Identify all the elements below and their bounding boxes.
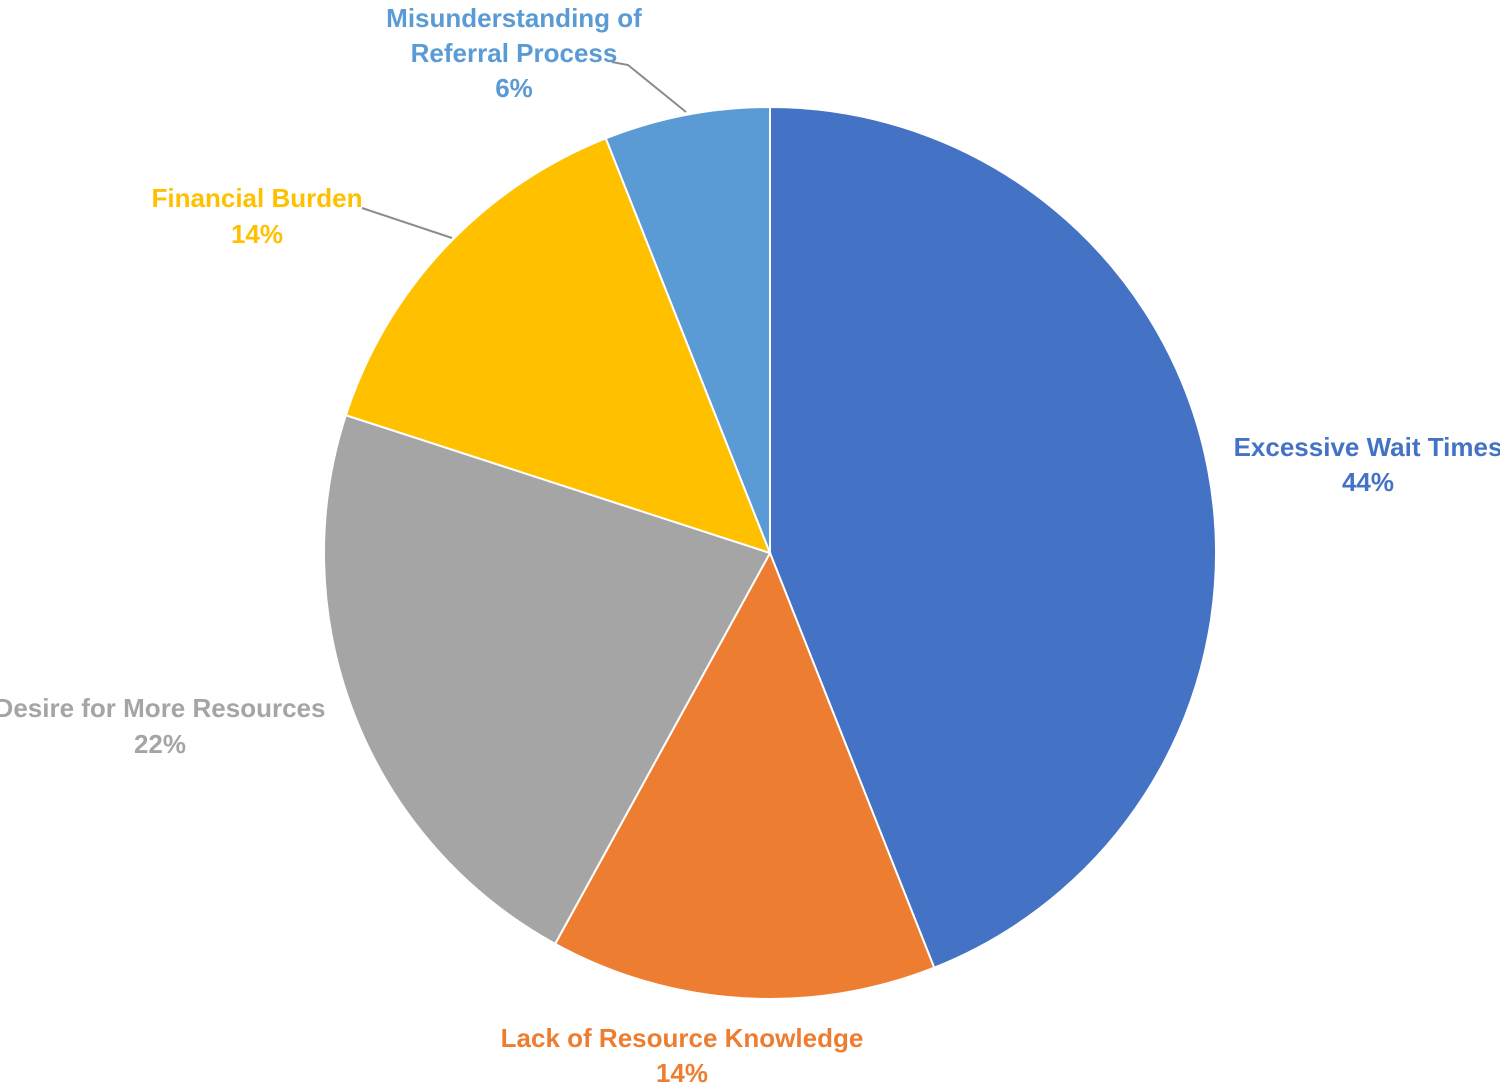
slice-percent-excessive-wait-times: 44% [1342,467,1394,497]
slice-labels: Excessive Wait Times 44% Lack of Resource … [0,3,1500,1088]
pie-slice-financial-burden [344,137,772,555]
slice-label-financial-burden: Financial Burden [152,183,363,213]
leader-lines [361,61,687,239]
slice-label-misunderstanding-of-referral-process-line2: Referral Process [411,38,618,68]
slice-percent-lack-of-resource-knowledge: 14% [656,1058,708,1088]
slice-label-excessive-wait-times: Excessive Wait Times [1234,432,1500,462]
slice-percent-desire-for-more-resources: 22% [134,729,186,759]
slice-label-lack-of-resource-knowledge: Lack of Resource Knowledge [501,1023,864,1053]
slice-label-desire-for-more-resources: Desire for More Resources [0,693,325,723]
leader-line-financial-burden [361,207,453,239]
pie-slices [323,105,1217,1000]
pie-slice-desire-for-more-resources [323,413,772,946]
slice-percent-financial-burden: 14% [231,219,283,249]
pie-slice-lack-of-resource-knowledge [553,550,936,1000]
pie-slice-misunderstanding-of-referral-process [604,105,771,554]
pie-slice-excessive-wait-times [769,105,1217,969]
slice-percent-misunderstanding-of-referral-process: 6% [495,73,533,103]
slice-label-misunderstanding-of-referral-process-line1: Misunderstanding of [386,3,642,33]
leader-line-misunderstanding-of-referral-process [611,61,687,113]
